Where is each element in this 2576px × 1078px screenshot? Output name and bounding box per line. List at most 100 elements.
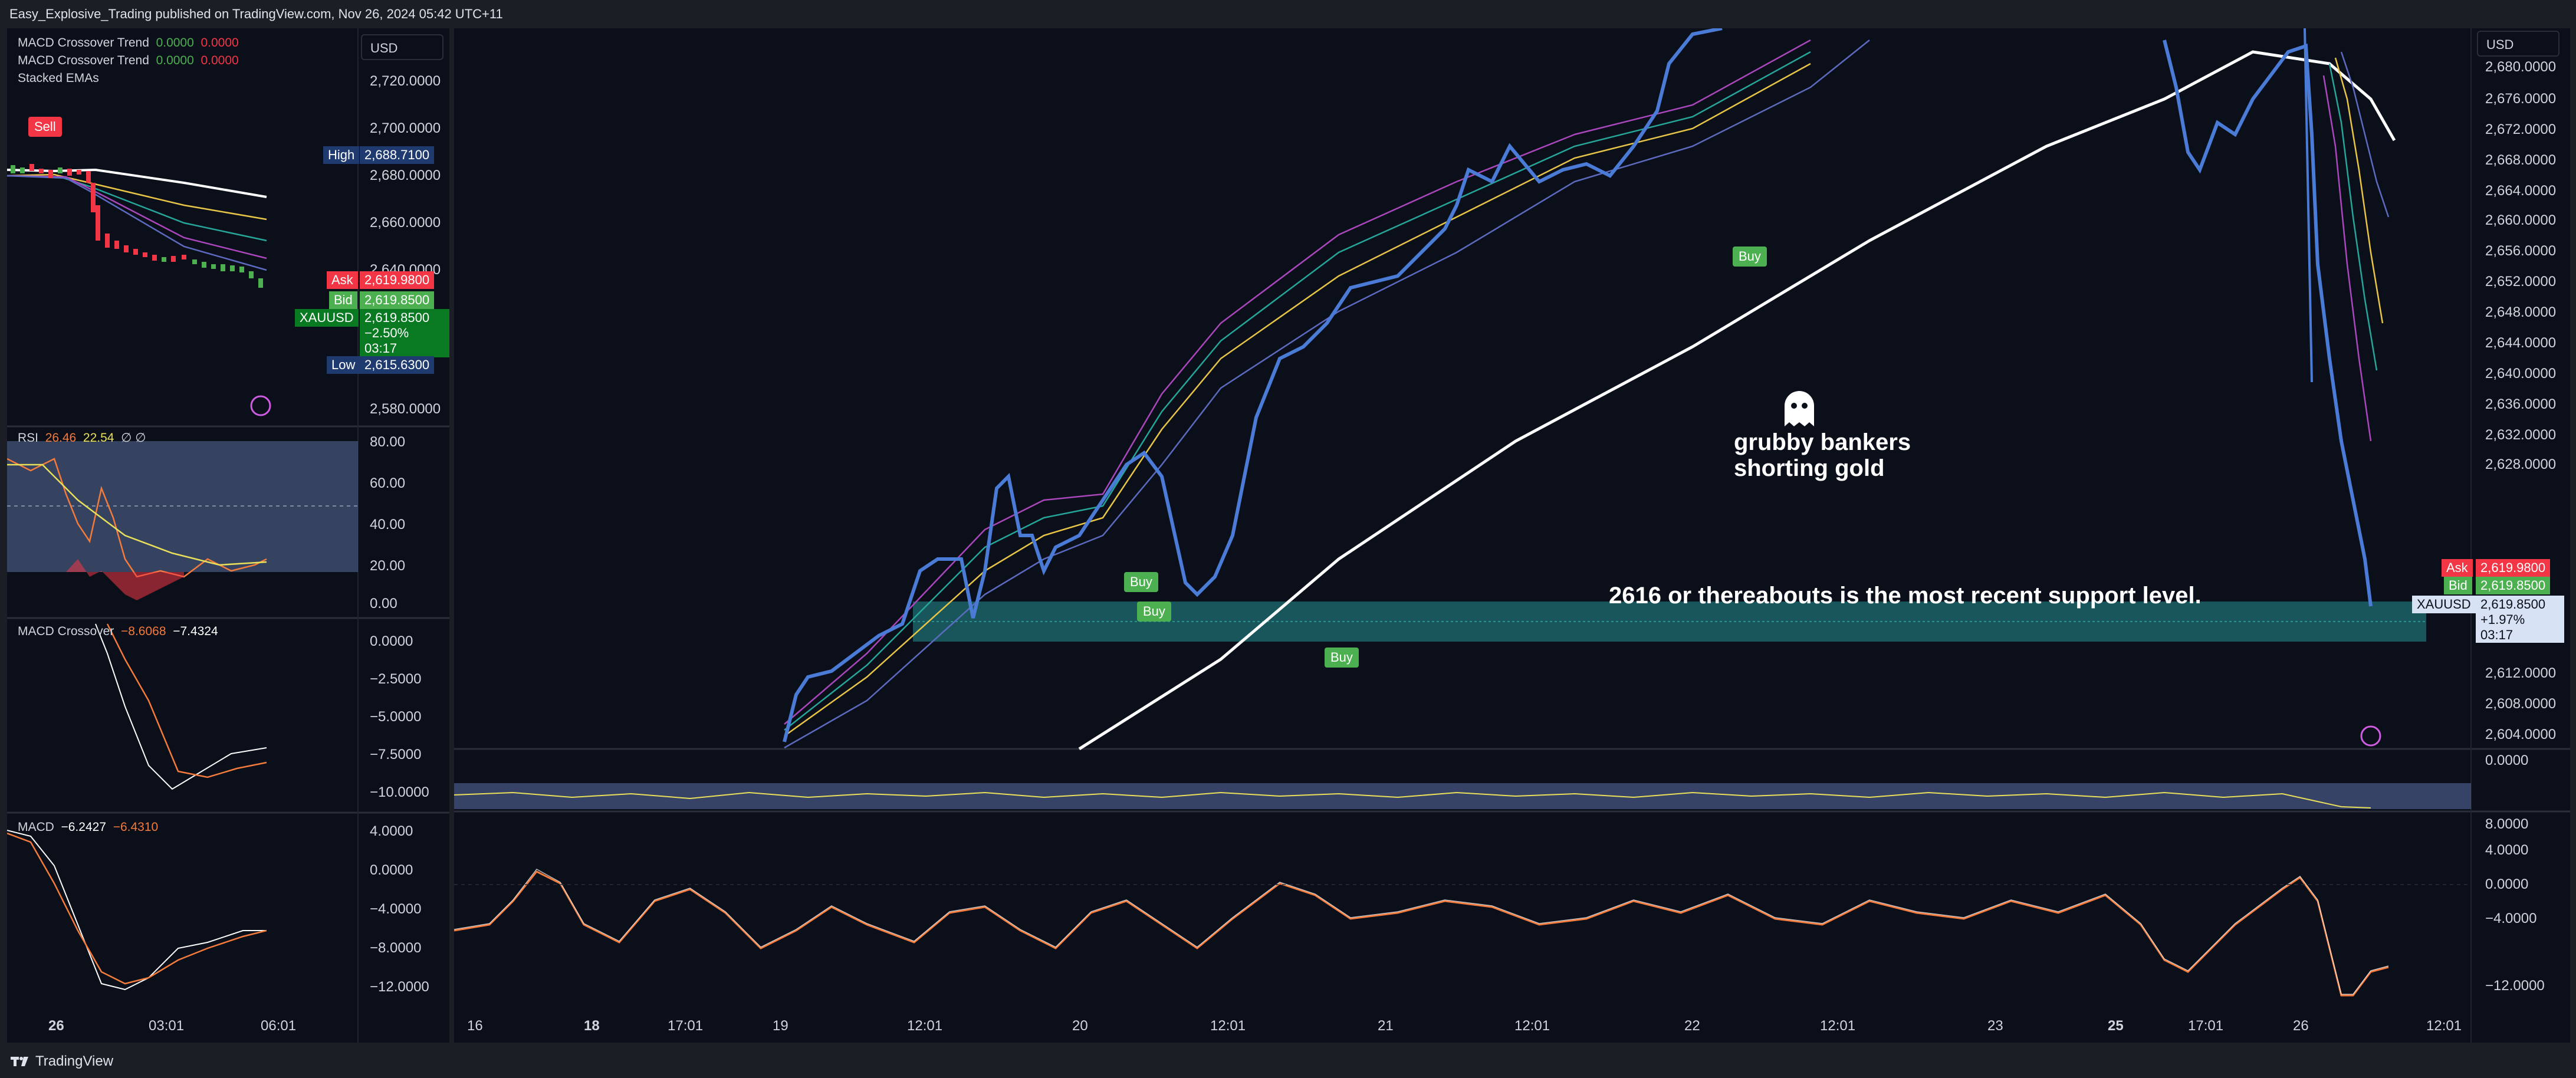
time-label: 06:01	[261, 1018, 297, 1034]
time-label: 19	[773, 1018, 788, 1034]
rsi-tick: 0.00	[370, 596, 397, 612]
bid-label: Bid	[2444, 577, 2472, 594]
sell-signal: Sell	[28, 117, 62, 137]
last-value: 2,619.8500	[2480, 597, 2546, 612]
countdown: 03:17	[2480, 627, 2513, 642]
price-tick: 2,672.0000	[2485, 121, 2557, 137]
price-tick: 2,580.0000	[370, 401, 441, 417]
low-label: Low	[327, 356, 360, 374]
macd-tick: 0.0000	[2485, 876, 2529, 892]
price-tick: 2,700.0000	[370, 120, 441, 136]
time-label: 25	[2108, 1018, 2124, 1034]
ask-label: Ask	[327, 271, 358, 289]
macd-tick: 4.0000	[2485, 842, 2529, 858]
ask-value: 2,619.9800	[360, 271, 435, 289]
macd-legend: MACD −6.2427 −6.4310	[18, 820, 159, 834]
time-label: 20	[1072, 1018, 1088, 1034]
symbol-label: XAUUSD	[295, 309, 359, 327]
change-percent: −2.50%	[364, 326, 409, 340]
publisher-header: Easy_Explosive_Trading published on Trad…	[0, 0, 2576, 28]
macd-tick: 4.0000	[370, 823, 413, 839]
macd-cross-tick: 0.0000	[370, 633, 413, 649]
time-label: 12:01	[1210, 1018, 1246, 1034]
rsi-tick: 0.0000	[2485, 752, 2529, 768]
time-label: 22	[1684, 1018, 1700, 1034]
time-label: 26	[48, 1018, 64, 1034]
price-tick: 2,644.0000	[2485, 335, 2557, 351]
price-tick: 2,660.0000	[370, 215, 441, 231]
left-candles	[11, 164, 263, 288]
bid-label: Bid	[329, 291, 357, 309]
legend-stacked-emas: Stacked EMAs	[18, 71, 99, 85]
macd-tick: 8.0000	[2485, 816, 2529, 832]
support-annotation: 2616 or thereabouts is the most recent s…	[1609, 583, 2202, 609]
legend-macd-trend-2: MACD Crossover Trend 0.0000 0.0000	[18, 54, 239, 67]
last-value: 2,619.8500	[364, 310, 430, 325]
time-label: 17:01	[668, 1018, 704, 1034]
indicator-legend: MACD Crossover Trend 0.0000 0.0000 MACD …	[18, 34, 239, 87]
time-label: 16	[467, 1018, 483, 1034]
ask-label: Ask	[2442, 559, 2473, 577]
high-label: High	[323, 146, 360, 164]
left-chart-panel[interactable]: MACD Crossover Trend 0.0000 0.0000 MACD …	[7, 28, 452, 1043]
tradingview-brand: TradingView	[35, 1053, 114, 1069]
time-label: 17:01	[2188, 1018, 2224, 1034]
tradingview-logo[interactable]: TradingView	[11, 1053, 113, 1070]
publisher-text: Easy_Explosive_Trading published on Trad…	[9, 6, 503, 21]
main-chart-panel[interactable]: grubby bankers shorting gold 2616 or the…	[454, 28, 2570, 1043]
low-value: 2,615.6300	[360, 356, 435, 374]
price-tick: 2,636.0000	[2485, 396, 2557, 412]
rsi-tick: 40.00	[370, 517, 406, 533]
bid-value: 2,619.8500	[2476, 577, 2551, 594]
price-tick: 2,628.0000	[2485, 456, 2557, 472]
last-price-box: 2,619.8500 +1.97% 03:17	[2476, 596, 2564, 643]
time-label: 12:01	[1820, 1018, 1856, 1034]
rsi-tick: 60.00	[370, 475, 406, 491]
macd-tick: −8.0000	[370, 940, 422, 956]
ghost-icon	[1779, 388, 1820, 429]
macd-cross-tick: −10.0000	[370, 784, 429, 800]
macd-tick: −12.0000	[2485, 978, 2545, 994]
symbol-label: XAUUSD	[2412, 596, 2476, 613]
rsi-tick: 80.00	[370, 434, 406, 450]
time-label: 18	[584, 1018, 600, 1034]
macd-tick: −4.0000	[370, 901, 422, 917]
countdown: 03:17	[364, 341, 397, 356]
price-tick: 2,656.0000	[2485, 243, 2557, 259]
price-tick: 2,640.0000	[2485, 366, 2557, 382]
price-tick: 2,668.0000	[2485, 152, 2557, 168]
price-tick: 2,612.0000	[2485, 665, 2557, 681]
rsi-tick: 20.00	[370, 558, 406, 574]
buy-signal: Buy	[1124, 572, 1158, 592]
change-percent: +1.97%	[2480, 612, 2525, 627]
price-tick: 2,660.0000	[2485, 212, 2557, 228]
time-label: 12:01	[2426, 1018, 2462, 1034]
macd-cross-tick: −2.5000	[370, 671, 422, 687]
macd-tick: −12.0000	[370, 979, 429, 995]
last-price-box: 2,619.8500 −2.50% 03:17	[360, 309, 449, 357]
price-tick: 2,652.0000	[2485, 274, 2557, 290]
tv-logo-icon	[11, 1057, 28, 1066]
macd-cross-tick: −5.0000	[370, 709, 422, 725]
price-tick: 2,720.0000	[370, 73, 441, 89]
price-tick: 2,676.0000	[2485, 91, 2557, 107]
buy-signal: Buy	[1733, 247, 1767, 267]
price-tick: 2,680.0000	[2485, 59, 2557, 75]
high-value: 2,688.7100	[360, 146, 435, 164]
price-tick: 2,608.0000	[2485, 696, 2557, 712]
buy-signal: Buy	[1325, 648, 1359, 668]
time-label: 12:01	[1514, 1018, 1550, 1034]
price-tick: 2,604.0000	[2485, 727, 2557, 742]
macd-tick: −4.0000	[2485, 911, 2537, 926]
ghost-annotation: grubby bankers shorting gold	[1734, 429, 1911, 481]
footer-bar: TradingView	[0, 1045, 2576, 1078]
rsi-legend: RSI 26.46 22.54 ∅ ∅	[18, 431, 146, 445]
time-label: 26	[2293, 1018, 2309, 1034]
time-label: 21	[1378, 1018, 1394, 1034]
currency-selector[interactable]: USD	[361, 34, 443, 60]
left-chart-canvas[interactable]	[7, 28, 449, 1043]
macd-cross-tick: −7.5000	[370, 747, 422, 763]
main-chart-canvas[interactable]	[454, 28, 2570, 1043]
time-label: 23	[1987, 1018, 2003, 1034]
currency-selector[interactable]: USD	[2477, 31, 2559, 57]
